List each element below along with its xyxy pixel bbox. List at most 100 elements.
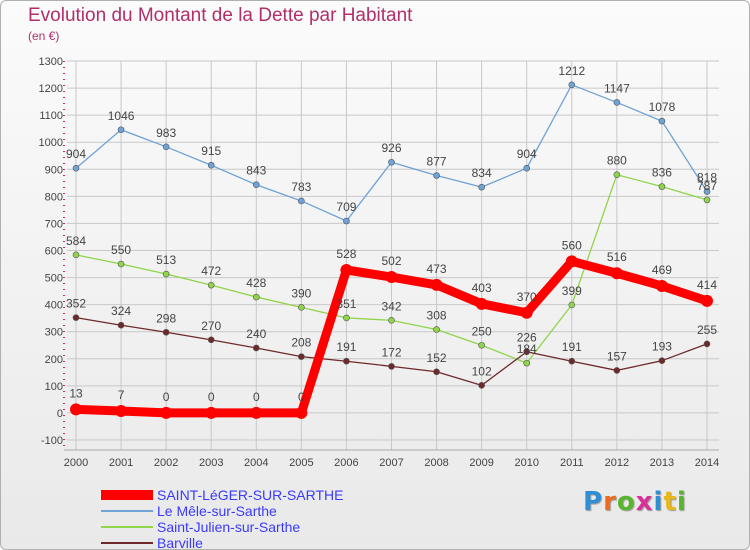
data-label: 926 bbox=[381, 141, 401, 155]
data-label: 513 bbox=[156, 253, 176, 267]
data-label: 191 bbox=[562, 340, 582, 354]
data-label: 473 bbox=[427, 262, 447, 276]
logo-letter: o bbox=[616, 487, 636, 517]
data-label: 270 bbox=[201, 319, 221, 333]
x-tick-label: 2009 bbox=[469, 457, 493, 469]
data-point-2 bbox=[703, 196, 711, 204]
data-point-3 bbox=[298, 353, 305, 360]
data-point-0 bbox=[520, 306, 533, 319]
data-point-3 bbox=[568, 357, 576, 365]
data-label: 472 bbox=[201, 264, 221, 278]
data-label: 0 bbox=[163, 390, 170, 404]
data-point-1 bbox=[613, 99, 621, 106]
y-tick-label: 700 bbox=[45, 218, 63, 230]
data-point-0 bbox=[701, 294, 713, 307]
data-label: 390 bbox=[291, 286, 311, 300]
data-label: 0 bbox=[208, 390, 215, 404]
data-point-2 bbox=[162, 270, 170, 278]
data-label: 904 bbox=[66, 147, 86, 161]
legend-item: Saint-Julien-sur-Sarthe bbox=[101, 519, 343, 535]
data-point-3 bbox=[207, 336, 215, 344]
data-label: 469 bbox=[652, 263, 672, 277]
data-label: 550 bbox=[111, 243, 131, 257]
data-point-2 bbox=[343, 314, 350, 322]
x-tick-label: 2013 bbox=[650, 457, 674, 469]
y-tick-label: 300 bbox=[45, 327, 63, 339]
x-tick-label: 2014 bbox=[695, 457, 719, 469]
data-point-3 bbox=[433, 368, 440, 376]
data-point-3 bbox=[478, 382, 485, 389]
x-tick-label: 2003 bbox=[199, 457, 223, 469]
y-tick-label: 1200 bbox=[39, 83, 63, 95]
data-point-2 bbox=[658, 183, 666, 190]
data-point-2 bbox=[298, 304, 305, 311]
legend-label: Saint-Julien-sur-Sarthe bbox=[157, 519, 301, 535]
data-label: 0 bbox=[253, 390, 260, 404]
data-point-0 bbox=[295, 406, 308, 419]
data-label: 0 bbox=[298, 390, 305, 404]
x-tick-label: 2000 bbox=[64, 457, 88, 469]
x-tick-label: 2011 bbox=[560, 457, 584, 469]
data-point-0 bbox=[565, 255, 578, 268]
data-point-1 bbox=[298, 197, 305, 205]
data-point-2 bbox=[568, 301, 576, 309]
legend-item: SAINT-LéGER-SUR-SARTHE bbox=[101, 487, 343, 503]
legend-swatch bbox=[101, 490, 153, 500]
data-label: 399 bbox=[562, 284, 582, 298]
data-label: 709 bbox=[336, 200, 356, 214]
x-tick-label: 2010 bbox=[514, 457, 538, 469]
legend: SAINT-LéGER-SUR-SARTHE Le Mêle-sur-Sarthe… bbox=[101, 487, 343, 549]
data-point-0 bbox=[340, 263, 353, 276]
y-tick-label: 200 bbox=[45, 354, 63, 366]
data-label: 352 bbox=[66, 297, 86, 311]
data-point-3 bbox=[117, 321, 125, 329]
data-label: 528 bbox=[336, 247, 356, 261]
legend-swatch bbox=[101, 542, 153, 544]
data-point-0 bbox=[250, 406, 263, 419]
x-tick-label: 2006 bbox=[334, 457, 358, 469]
y-tick-label: 100 bbox=[45, 381, 63, 393]
data-label: 836 bbox=[652, 166, 672, 180]
unit-label: (en €) bbox=[28, 29, 60, 43]
legend-label: SAINT-LéGER-SUR-SARTHE bbox=[157, 487, 344, 503]
data-point-2 bbox=[433, 326, 440, 333]
data-label: 904 bbox=[517, 147, 537, 161]
y-tick-label: 900 bbox=[45, 164, 63, 176]
y-tick-label: 400 bbox=[45, 300, 63, 312]
data-label: 172 bbox=[381, 345, 401, 359]
data-point-1 bbox=[478, 183, 485, 191]
legend-swatch bbox=[101, 526, 153, 528]
y-tick-label: 1100 bbox=[39, 110, 63, 122]
x-tick-label: 2008 bbox=[424, 457, 448, 469]
data-point-1 bbox=[252, 181, 260, 189]
logo-letter: P bbox=[583, 487, 604, 517]
y-tick-label: 1000 bbox=[39, 137, 63, 149]
data-point-3 bbox=[343, 357, 350, 365]
data-point-2 bbox=[478, 341, 485, 349]
legend-item: Le Mêle-sur-Sarthe bbox=[101, 503, 343, 519]
data-label: 1212 bbox=[558, 64, 585, 78]
data-label: 102 bbox=[472, 364, 492, 378]
data-label: 403 bbox=[472, 281, 492, 295]
y-tick-label: 1300 bbox=[39, 56, 63, 68]
logo-letter: i bbox=[653, 487, 664, 517]
data-point-3 bbox=[703, 340, 711, 348]
data-label: 428 bbox=[246, 276, 266, 290]
legend-label: Le Mêle-sur-Sarthe bbox=[157, 503, 277, 519]
data-point-1 bbox=[207, 161, 215, 169]
data-label: 7 bbox=[118, 388, 125, 402]
legend-item: Barville bbox=[101, 535, 343, 549]
data-label: 157 bbox=[607, 349, 627, 363]
data-point-0 bbox=[115, 405, 128, 418]
data-point-1 bbox=[658, 117, 666, 125]
data-point-1 bbox=[343, 217, 350, 225]
data-label: 787 bbox=[697, 179, 717, 193]
data-label: 818 bbox=[697, 170, 717, 184]
data-point-3 bbox=[72, 314, 80, 321]
x-tick-label: 2004 bbox=[244, 457, 268, 469]
data-label: 584 bbox=[66, 234, 86, 248]
data-label: 240 bbox=[246, 327, 266, 341]
data-point-3 bbox=[658, 357, 666, 364]
